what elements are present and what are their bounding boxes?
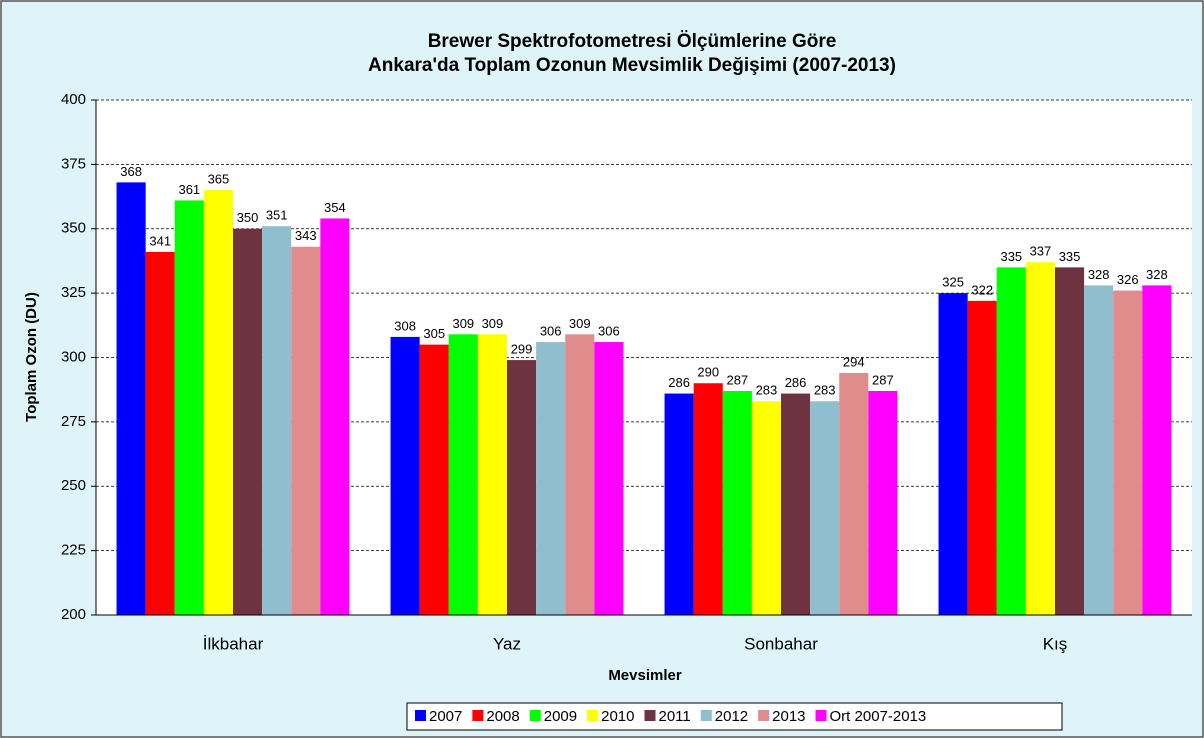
- value-label: 309: [569, 316, 591, 331]
- legend-label: Ort 2007-2013: [830, 708, 927, 725]
- x-axis-title: Mevsimler: [608, 667, 682, 684]
- bar: [810, 401, 840, 615]
- value-label: 335: [1000, 249, 1022, 264]
- value-label: 283: [814, 383, 836, 398]
- value-label: 287: [872, 372, 894, 387]
- value-label: 341: [149, 233, 171, 248]
- bar: [1055, 267, 1085, 615]
- legend-swatch: [815, 710, 827, 721]
- legend-label: 2013: [772, 708, 805, 725]
- value-label: 290: [697, 365, 719, 380]
- value-label: 283: [756, 383, 778, 398]
- bar: [448, 334, 478, 615]
- legend-label: 2007: [429, 708, 462, 725]
- legend-swatch: [415, 710, 426, 721]
- value-label: 322: [971, 282, 993, 297]
- y-tick-label: 375: [61, 155, 86, 172]
- y-tick-label: 225: [61, 542, 86, 559]
- bar: [1113, 290, 1143, 615]
- value-label: 309: [452, 316, 474, 331]
- bar: [722, 390, 752, 615]
- y-axis-title: Toplam Ozon (DU): [23, 292, 40, 422]
- value-label: 361: [178, 182, 200, 197]
- value-label: 337: [1030, 244, 1052, 259]
- value-label: 350: [237, 210, 259, 225]
- legend-label: 2011: [659, 708, 691, 725]
- bar: [320, 218, 350, 615]
- value-label: 294: [843, 354, 865, 369]
- value-label: 335: [1059, 249, 1081, 264]
- bar: [536, 342, 566, 615]
- bar: [1142, 285, 1172, 615]
- value-label: 354: [324, 200, 346, 215]
- bar: [203, 190, 233, 615]
- chart-title: Ankara'da Toplam Ozonun Mevsimlik Değişi…: [368, 55, 896, 76]
- bar: [1084, 285, 1114, 615]
- legend-swatch: [644, 710, 656, 721]
- bar: [781, 393, 811, 615]
- legend-box: [406, 702, 1063, 731]
- value-label: 328: [1088, 267, 1110, 282]
- legend-swatch: [587, 710, 599, 721]
- bar: [967, 300, 997, 615]
- bar: [565, 334, 595, 615]
- bar: [390, 336, 420, 615]
- bar: [839, 372, 869, 615]
- value-label: 299: [511, 342, 533, 357]
- y-tick-label: 250: [61, 477, 86, 494]
- legend-label: 2008: [486, 708, 519, 725]
- y-tick-label: 200: [61, 606, 86, 623]
- bar: [938, 293, 968, 615]
- value-label: 286: [668, 375, 690, 390]
- value-label: 309: [482, 316, 504, 331]
- value-label: 287: [726, 372, 748, 387]
- bar: [996, 267, 1026, 615]
- chart-title: Brewer Spektrofotometresi Ölçümlerine Gö…: [428, 31, 837, 52]
- y-tick-label: 300: [61, 348, 86, 365]
- bar: [693, 383, 723, 615]
- bar: [174, 200, 204, 616]
- bar: [594, 342, 624, 615]
- x-tick-label: Kış: [1043, 634, 1068, 653]
- bar: [1025, 262, 1055, 615]
- bar: [507, 360, 537, 615]
- value-label: 343: [295, 228, 317, 243]
- bar: [477, 334, 507, 615]
- bar: [291, 246, 321, 615]
- bar: [145, 251, 175, 616]
- x-tick-label: İlkbahar: [203, 634, 264, 653]
- value-label: 325: [942, 275, 964, 290]
- legend-label: 2009: [544, 708, 577, 725]
- y-tick-label: 275: [61, 413, 86, 430]
- legend-swatch: [700, 710, 712, 721]
- y-tick-label: 400: [61, 91, 86, 108]
- legend-label: 2010: [601, 708, 634, 725]
- bar: [751, 401, 781, 615]
- x-tick-label: Yaz: [493, 634, 521, 653]
- value-label: 351: [266, 208, 288, 223]
- bar: [116, 182, 146, 615]
- value-label: 286: [785, 375, 807, 390]
- y-tick-label: 350: [61, 220, 86, 237]
- value-label: 368: [120, 164, 142, 179]
- value-label: 306: [540, 323, 562, 338]
- value-label: 305: [423, 326, 445, 341]
- bar: [664, 393, 694, 615]
- legend-swatch: [472, 710, 484, 721]
- x-tick-label: Sonbahar: [744, 634, 818, 653]
- value-label: 308: [394, 318, 416, 333]
- y-tick-label: 325: [61, 284, 86, 301]
- bar: [419, 344, 449, 615]
- value-label: 328: [1146, 267, 1168, 282]
- legend-swatch: [758, 710, 770, 721]
- bar: [868, 390, 898, 615]
- bar: [262, 226, 292, 616]
- bar: [233, 228, 263, 615]
- legend-label: 2012: [715, 708, 748, 725]
- legend-swatch: [529, 710, 541, 721]
- value-label: 326: [1117, 272, 1139, 287]
- value-label: 365: [208, 172, 230, 187]
- value-label: 306: [598, 323, 620, 338]
